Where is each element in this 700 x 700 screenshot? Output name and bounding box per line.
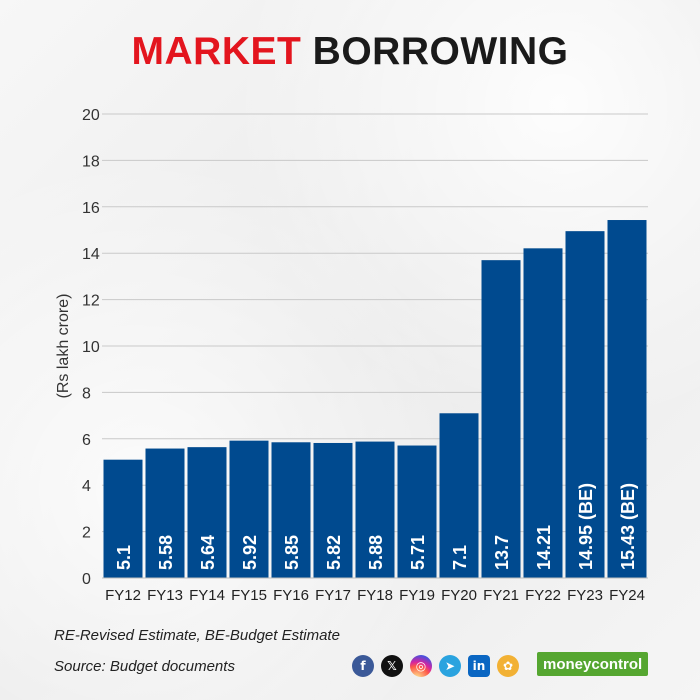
y-tick-label: 4 bbox=[82, 478, 91, 495]
y-tick-label: 14 bbox=[82, 246, 100, 263]
bar bbox=[355, 441, 395, 578]
data-label: 5.71 bbox=[408, 535, 428, 570]
bar bbox=[523, 248, 563, 578]
data-label: 14.21 bbox=[534, 525, 554, 570]
data-label: 13.7 bbox=[492, 535, 512, 570]
telegram-icon[interactable]: ➤ bbox=[439, 655, 461, 677]
moneycontrol-logo: moneycontrol bbox=[537, 652, 649, 676]
data-label: 5.64 bbox=[198, 535, 218, 570]
y-tick-label: 8 bbox=[82, 385, 91, 402]
x-tick-label: FY19 bbox=[399, 587, 435, 604]
linkedin-icon[interactable]: in bbox=[468, 655, 490, 677]
y-tick-label: 12 bbox=[82, 293, 100, 310]
page-title: MARKET BORROWING bbox=[0, 30, 700, 74]
bar bbox=[103, 459, 143, 578]
data-label: 5.58 bbox=[156, 535, 176, 570]
y-tick-label: 10 bbox=[82, 339, 100, 356]
x-tick-label: FY13 bbox=[147, 587, 183, 604]
data-label: 5.82 bbox=[324, 535, 344, 570]
instagram-icon[interactable]: ◎ bbox=[410, 655, 432, 677]
data-label: 5.1 bbox=[114, 545, 134, 570]
bar bbox=[397, 445, 437, 578]
data-label: 15.43 (BE) bbox=[618, 483, 638, 570]
x-tick-label: FY21 bbox=[483, 587, 519, 604]
y-tick-label: 6 bbox=[82, 432, 91, 449]
bar bbox=[565, 231, 605, 578]
x-tick-label: FY22 bbox=[525, 587, 561, 604]
social-icons: f 𝕏 ◎ ➤ in ✿ bbox=[352, 654, 519, 678]
bar bbox=[187, 447, 227, 578]
data-label: 14.95 (BE) bbox=[576, 483, 596, 570]
bar bbox=[229, 440, 269, 578]
y-tick-label: 16 bbox=[82, 200, 100, 217]
facebook-icon[interactable]: f bbox=[352, 655, 374, 677]
note-source: Source: Budget documents bbox=[54, 658, 235, 675]
x-icon[interactable]: 𝕏 bbox=[381, 655, 403, 677]
x-tick-label: FY18 bbox=[357, 587, 393, 604]
bar bbox=[439, 413, 479, 578]
bar-chart: 0 2 4 6 8 10 12 14 16 18 20 (Rs lakh crore) 5.1 FY12 5… bbox=[55, 107, 648, 604]
x-tick-label: FY17 bbox=[315, 587, 351, 604]
y-tick-label: 20 bbox=[82, 107, 100, 124]
y-tick-label: 0 bbox=[82, 571, 91, 588]
y-tick-label: 2 bbox=[82, 525, 91, 542]
data-label: 7.1 bbox=[450, 545, 470, 570]
note-estimates: RE-Revised Estimate, BE-Budget Estimate bbox=[54, 627, 340, 644]
bar bbox=[481, 260, 521, 578]
x-tick-label: FY23 bbox=[567, 587, 603, 604]
x-tick-label: FY12 bbox=[105, 587, 141, 604]
x-tick-label: FY15 bbox=[231, 587, 267, 604]
x-tick-label: FY14 bbox=[189, 587, 225, 604]
title-word-borrowing: BORROWING bbox=[312, 30, 569, 73]
koo-icon[interactable]: ✿ bbox=[497, 655, 519, 677]
bar bbox=[145, 448, 185, 578]
x-tick-label: FY24 bbox=[609, 587, 645, 604]
y-axis-label: (Rs lakh crore) bbox=[55, 294, 72, 399]
data-label: 5.92 bbox=[240, 535, 260, 570]
y-tick-label: 18 bbox=[82, 153, 100, 170]
data-label: 5.88 bbox=[366, 535, 386, 570]
bar bbox=[271, 442, 311, 578]
x-tick-label: FY16 bbox=[273, 587, 309, 604]
data-label: 5.85 bbox=[282, 535, 302, 570]
title-word-market: MARKET bbox=[131, 30, 302, 73]
bar bbox=[607, 220, 647, 579]
x-tick-label: FY20 bbox=[441, 587, 477, 604]
bar bbox=[313, 442, 353, 578]
